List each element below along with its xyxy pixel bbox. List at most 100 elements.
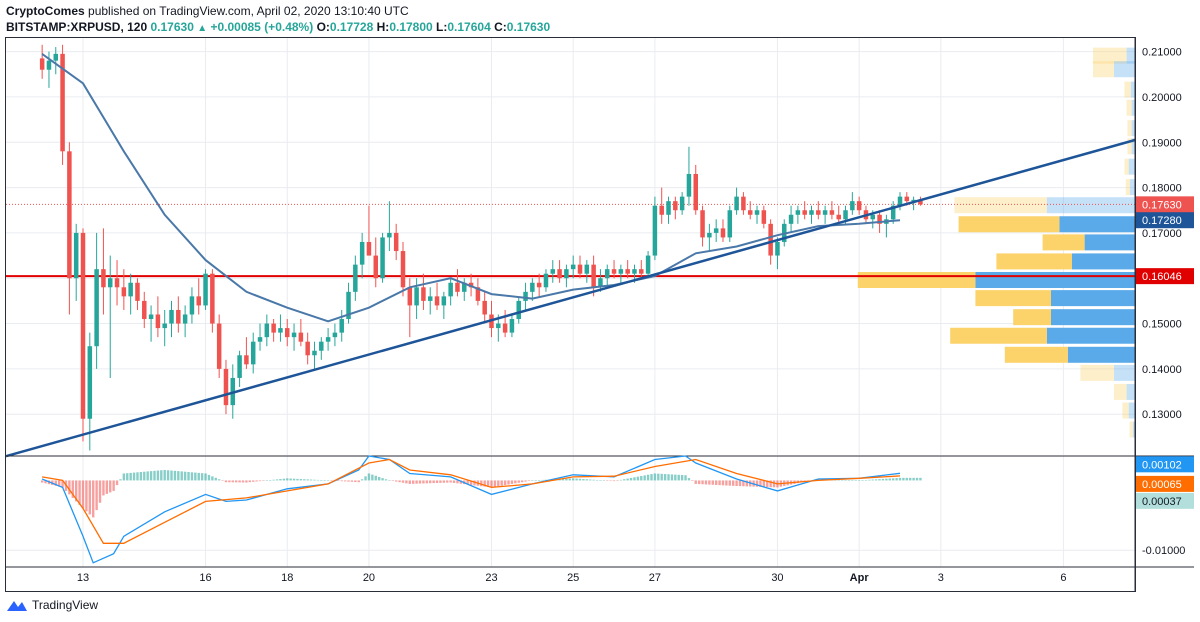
macd-histogram-bar <box>606 480 609 481</box>
candle-body <box>60 53 65 152</box>
macd-histogram-bar <box>44 480 47 484</box>
macd-histogram-bar <box>245 480 248 483</box>
macd-histogram-bar <box>517 480 520 483</box>
candle-body <box>911 199 916 202</box>
candle-body <box>53 53 59 61</box>
macd-histogram-bar <box>708 480 711 485</box>
volume-profile-up-bar <box>1004 346 1068 363</box>
macd-histogram-bar <box>888 478 891 481</box>
macd-histogram-bar <box>493 480 497 487</box>
candle-body <box>557 269 562 279</box>
macd-signal-line <box>41 458 901 544</box>
candle-body <box>700 210 705 238</box>
macd-histogram-bar <box>905 477 909 481</box>
tradingview-logo-icon <box>7 601 27 611</box>
candle-body <box>121 287 127 297</box>
candle-body <box>897 196 903 206</box>
candle-body <box>312 350 317 356</box>
time-axis-label: 13 <box>77 572 89 584</box>
candle-body <box>850 201 855 211</box>
footer-brand-label: TradingView <box>32 598 99 612</box>
candle-body <box>291 332 297 338</box>
macd-histogram-bar <box>217 479 221 481</box>
macd-histogram-bar <box>728 480 731 486</box>
ohlc-legend: BITSTAMP:XRPUSD, 120 0.17630 ▲ +0.00085 … <box>6 19 550 37</box>
macd-histogram-bar <box>524 480 527 482</box>
macd-histogram-bar <box>759 480 762 487</box>
macd-histogram-bar <box>418 480 422 484</box>
macd-histogram-bar <box>640 476 643 481</box>
candle-body <box>645 255 651 274</box>
macd-histogram-bar <box>718 480 721 486</box>
candle-body <box>421 287 426 301</box>
candle-body <box>509 319 515 333</box>
macd-histogram-bar <box>388 480 391 481</box>
price-axis-label: 0.15000 <box>1142 319 1182 331</box>
macd-value-badge-label: 0.00065 <box>1142 479 1182 491</box>
candle-body <box>94 269 99 347</box>
macd-histogram-bar <box>629 477 633 481</box>
macd-histogram-bar <box>687 478 691 481</box>
macd-histogram-bar <box>578 478 582 481</box>
candle-body <box>39 58 45 70</box>
volume-profile-up-bar <box>958 216 1060 233</box>
macd-histogram-bar <box>228 480 231 483</box>
macd-histogram-bar <box>469 480 473 485</box>
macd-histogram-bar <box>78 480 81 505</box>
macd-histogram-bar <box>204 473 207 481</box>
volume-profile-up-bar <box>1125 179 1130 196</box>
candle-body <box>257 337 263 342</box>
macd-histogram-bar <box>772 480 776 488</box>
price-axis-label: 0.20000 <box>1142 92 1182 104</box>
price-badge <box>1136 196 1194 213</box>
macd-histogram-bar <box>851 480 854 481</box>
macd-histogram-bar <box>194 472 197 481</box>
candle-body <box>441 296 447 306</box>
macd-histogram-bar <box>691 480 694 482</box>
macd-histogram-bar <box>85 480 88 512</box>
macd-histogram-bar <box>514 480 517 484</box>
candle-body <box>148 314 154 320</box>
candle-body <box>237 355 242 378</box>
candle-body <box>570 264 576 270</box>
macd-histogram-bar <box>840 479 844 481</box>
footer-brand[interactable]: TradingView <box>6 598 98 612</box>
macd-histogram-bar <box>878 479 881 481</box>
volume-profile-up-bar <box>1124 158 1129 175</box>
price-chart[interactable]: 0.21000 0.20000 0.19000 0.18000 0.17000 0.160… <box>0 0 1200 595</box>
volume-profile-down-bar <box>1114 61 1135 78</box>
macd-histogram-bar <box>415 480 418 484</box>
candle-body <box>67 151 72 279</box>
macd-histogram-bar <box>320 480 323 481</box>
volume-profile-down-bar <box>1046 327 1135 344</box>
macd-histogram-bar <box>449 480 452 483</box>
macd-histogram-bar <box>61 480 64 488</box>
macd-histogram-bar <box>398 480 401 483</box>
candle-body <box>46 60 52 70</box>
macd-histogram-bar <box>289 478 292 481</box>
candle-body <box>659 205 664 215</box>
symbol-label[interactable]: BITSTAMP:XRPUSD, 120 <box>6 20 148 34</box>
macd-histogram-bar <box>122 473 126 481</box>
macd-histogram-bar <box>109 480 112 493</box>
macd-histogram-bar <box>330 480 333 481</box>
macd-histogram-bar <box>684 475 687 481</box>
macd-histogram-bar <box>183 471 187 481</box>
macd-histogram-bar <box>354 480 357 482</box>
price-axis-label: 0.19000 <box>1142 137 1182 149</box>
candle-body <box>462 282 467 292</box>
candle-body <box>611 269 617 274</box>
candle-body <box>550 269 556 274</box>
macd-histogram-bar <box>653 473 657 481</box>
macd-histogram-bar <box>221 480 224 481</box>
candle-body <box>244 355 249 365</box>
macd-histogram-bar <box>337 480 340 482</box>
macd-histogram-bar <box>102 480 105 496</box>
macd-histogram-bar <box>480 480 483 487</box>
author-name[interactable]: CryptoComes <box>6 4 85 18</box>
macd-histogram-bar <box>537 480 541 481</box>
candle-body <box>768 223 773 256</box>
macd-histogram-bar <box>360 479 364 481</box>
candle-body <box>339 319 344 333</box>
macd-histogram-bar <box>507 480 510 485</box>
